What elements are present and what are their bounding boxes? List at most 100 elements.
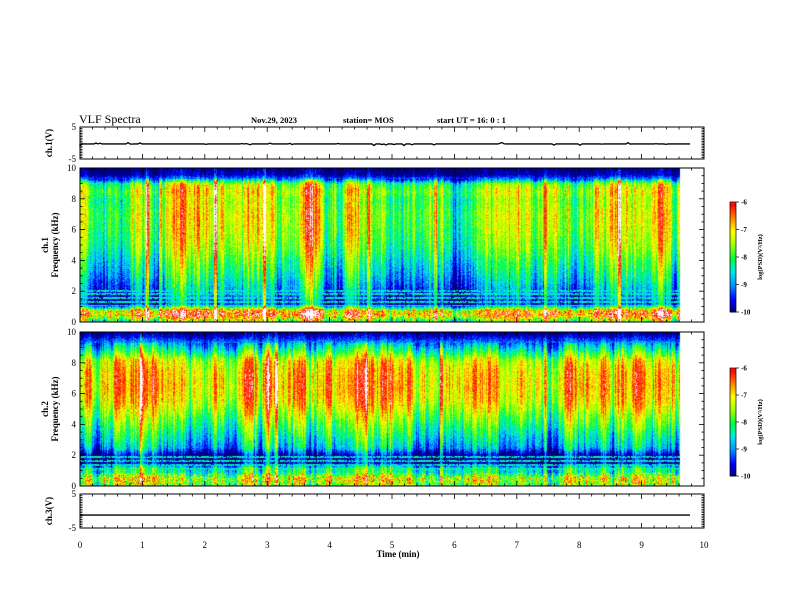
- ch3-voltage-panel: 5 -5 ch.3(V): [44, 489, 705, 533]
- colorbar-segment: [730, 211, 736, 214]
- colorbar-segment: [730, 375, 736, 378]
- colorbar-segment: [730, 368, 736, 371]
- colorbar-tick-label: -10: [741, 473, 751, 481]
- colorbar-segment: [730, 369, 736, 373]
- y-tick-label: 8: [72, 194, 77, 204]
- y-tick-label: 2: [72, 450, 77, 460]
- colorbar-segment: [730, 288, 736, 291]
- colorbar-tick-label: -8: [741, 254, 747, 262]
- colorbar-segment: [730, 246, 736, 249]
- x-tick-label: 4: [327, 540, 332, 550]
- colorbar-segment: [730, 450, 736, 454]
- colorbar-segment: [730, 467, 736, 470]
- colorbar-segment: [730, 391, 736, 394]
- colorbar-tick-label: -6: [741, 199, 747, 207]
- y-axis-label: ch.2: [40, 401, 50, 417]
- colorbar-segment: [730, 407, 736, 410]
- y-tick-label: 8: [72, 358, 77, 368]
- colorbar-segment: [730, 393, 736, 396]
- colorbar-segment: [730, 262, 736, 265]
- x-tick-label: 3: [265, 540, 270, 550]
- colorbar-segment: [730, 279, 736, 282]
- y-tick-label: 5: [72, 122, 77, 132]
- date-label: Nov.29, 2023: [251, 115, 297, 125]
- colorbar-segment: [730, 257, 736, 260]
- ch2-spectrogram-image: [80, 332, 692, 486]
- time-axis: 0 1 2 3 4 5 6 7 8 9 10: [78, 540, 709, 550]
- y-tick-label: 10: [67, 163, 77, 173]
- colorbar-segment: [730, 382, 736, 385]
- colorbar-segment: [730, 222, 736, 225]
- colorbar-segment: [730, 235, 736, 238]
- ch2-colorbar: -6 -7 -8 -9 -10 log(PSD)(V²/Hz): [729, 365, 764, 481]
- colorbar-segment: [730, 271, 736, 274]
- colorbar-segment: [730, 295, 736, 298]
- colorbar-segment: [730, 260, 736, 263]
- colorbar-segment: [730, 255, 736, 258]
- ch1-spectrogram-panel: 0 2 4 6 8 10 ch.1 Frequency (kHz): [40, 163, 705, 327]
- colorbar-segment: [730, 443, 736, 446]
- colorbar-segment: [730, 275, 736, 278]
- time-axis-label: Time (min): [376, 549, 419, 559]
- y-tick-label: 5: [72, 489, 77, 499]
- colorbar-segment: [730, 308, 736, 311]
- colorbar-segment: [730, 449, 736, 452]
- colorbar-segment: [730, 432, 736, 436]
- colorbar-segment: [730, 225, 736, 229]
- colorbar-segment: [730, 291, 736, 295]
- colorbar-segment: [730, 384, 736, 387]
- colorbar-tick-label: -7: [741, 392, 747, 400]
- colorbar-segment: [730, 229, 736, 232]
- colorbar-segment: [730, 244, 736, 247]
- colorbar-segment: [730, 266, 736, 269]
- colorbar-segment: [730, 395, 736, 398]
- colorbar-segment: [730, 396, 736, 400]
- colorbar-segment: [730, 468, 736, 472]
- colorbar-segment: [730, 224, 736, 227]
- colorbar-segment: [730, 402, 736, 405]
- y-tick-label: 4: [72, 255, 77, 265]
- colorbar-segment: [730, 209, 736, 212]
- y-tick-label: 6: [72, 225, 77, 235]
- voltage-trace: [79, 141, 690, 148]
- y-axis-label: ch.3(V): [44, 497, 54, 525]
- x-tick-label: 0: [78, 540, 83, 550]
- colorbar-segment: [730, 227, 736, 230]
- colorbar-segment: [730, 220, 736, 223]
- colorbar-segment: [730, 205, 736, 208]
- colorbar-segment: [730, 389, 736, 392]
- colorbar-segment: [730, 240, 736, 243]
- colorbar-tick-label: -6: [741, 365, 747, 373]
- colorbar-segment: [730, 214, 736, 218]
- colorbar-segment: [730, 207, 736, 210]
- colorbar-segment: [730, 420, 736, 423]
- colorbar-segment: [730, 293, 736, 296]
- ch1-spectrogram-image: [80, 168, 692, 322]
- y-tick-label: 10: [67, 327, 77, 337]
- colorbar-segment: [730, 413, 736, 416]
- colorbar-segment: [730, 306, 736, 309]
- colorbar-segment: [730, 297, 736, 300]
- colorbar-segment: [730, 269, 736, 273]
- ch1-colorbar: -6 -7 -8 -9 -10 log(PSD)(V²/Hz): [729, 199, 764, 317]
- colorbar-tick-label: -8: [741, 419, 747, 427]
- colorbar-segment: [730, 310, 736, 313]
- colorbar-segment: [730, 398, 736, 401]
- colorbar-segment: [730, 434, 736, 437]
- colorbar-segment: [730, 447, 736, 450]
- colorbar-segment: [730, 213, 736, 216]
- colorbar-segment: [730, 470, 736, 473]
- start-time-label: start UT = 16: 0 : 1: [437, 115, 506, 125]
- colorbar-segment: [730, 463, 736, 466]
- colorbar-segment: [730, 218, 736, 221]
- panel-frame: [79, 493, 705, 529]
- colorbar-segment: [730, 236, 736, 240]
- colorbar-segment: [730, 454, 736, 457]
- colorbar-segment: [730, 251, 736, 254]
- colorbar-segment: [730, 461, 736, 464]
- colorbar-tick-label: -7: [741, 226, 747, 234]
- y-tick-label: -5: [69, 154, 77, 164]
- colorbar-segment: [730, 290, 736, 293]
- y-tick-label: 0: [72, 317, 77, 327]
